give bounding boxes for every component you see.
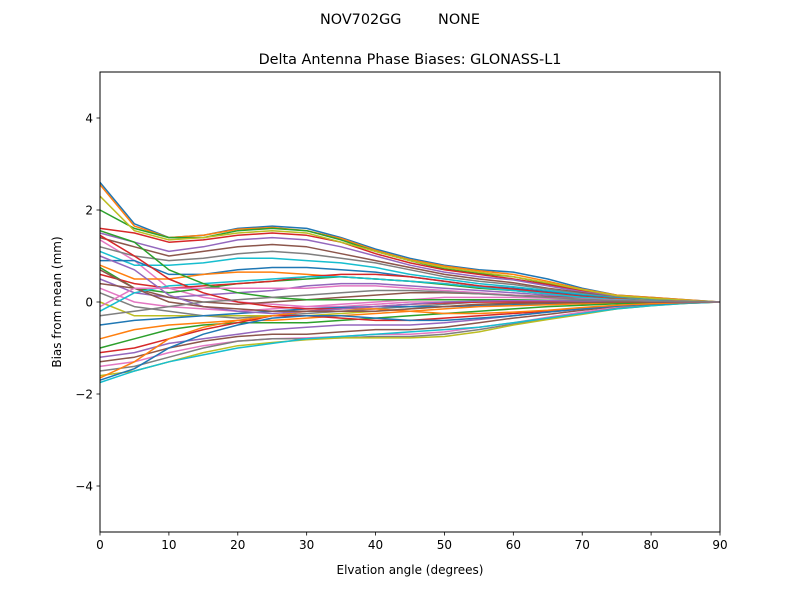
x-tick-label: 60 bbox=[506, 538, 521, 552]
y-tick-label: −4 bbox=[75, 480, 93, 494]
series-line-31 bbox=[99, 301, 721, 381]
x-axis: 0 10 20 30 40 50 60 70 80 90 bbox=[96, 532, 728, 552]
x-tick-label: 70 bbox=[575, 538, 590, 552]
y-tick-label: 0 bbox=[85, 296, 93, 310]
series-line-9 bbox=[99, 195, 721, 303]
y-tick-label: 2 bbox=[85, 204, 93, 218]
series-line-33 bbox=[99, 229, 720, 303]
x-tick-label: 0 bbox=[96, 538, 104, 552]
y-axis: −4 −2 0 2 4 bbox=[75, 112, 100, 494]
series-line-30 bbox=[99, 301, 721, 384]
x-tick-label: 20 bbox=[230, 538, 245, 552]
x-tick-label: 50 bbox=[437, 538, 452, 552]
y-axis-label: Bias from mean (mm) bbox=[50, 236, 64, 367]
series-line-23 bbox=[99, 301, 721, 349]
x-tick-label: 80 bbox=[643, 538, 658, 552]
series-line-28 bbox=[99, 301, 721, 372]
series-line-27 bbox=[99, 301, 721, 368]
series-line-38 bbox=[99, 289, 721, 317]
x-tick-label: 30 bbox=[299, 538, 314, 552]
y-tick-label: −2 bbox=[75, 388, 93, 402]
series-line-5 bbox=[99, 232, 721, 303]
x-tick-label: 90 bbox=[712, 538, 727, 552]
series-lines bbox=[99, 181, 721, 384]
series-line-32 bbox=[99, 301, 721, 379]
chart-title: Delta Antenna Phase Biases: GLONASS-L1 bbox=[259, 52, 562, 68]
chart-suptitle: NOV702GG NONE bbox=[320, 12, 480, 28]
x-tick-label: 40 bbox=[368, 538, 383, 552]
x-axis-label: Elvation angle (degrees) bbox=[337, 563, 484, 577]
y-tick-label: 4 bbox=[85, 112, 93, 126]
x-tick-label: 10 bbox=[161, 538, 176, 552]
series-line-36 bbox=[99, 269, 720, 312]
